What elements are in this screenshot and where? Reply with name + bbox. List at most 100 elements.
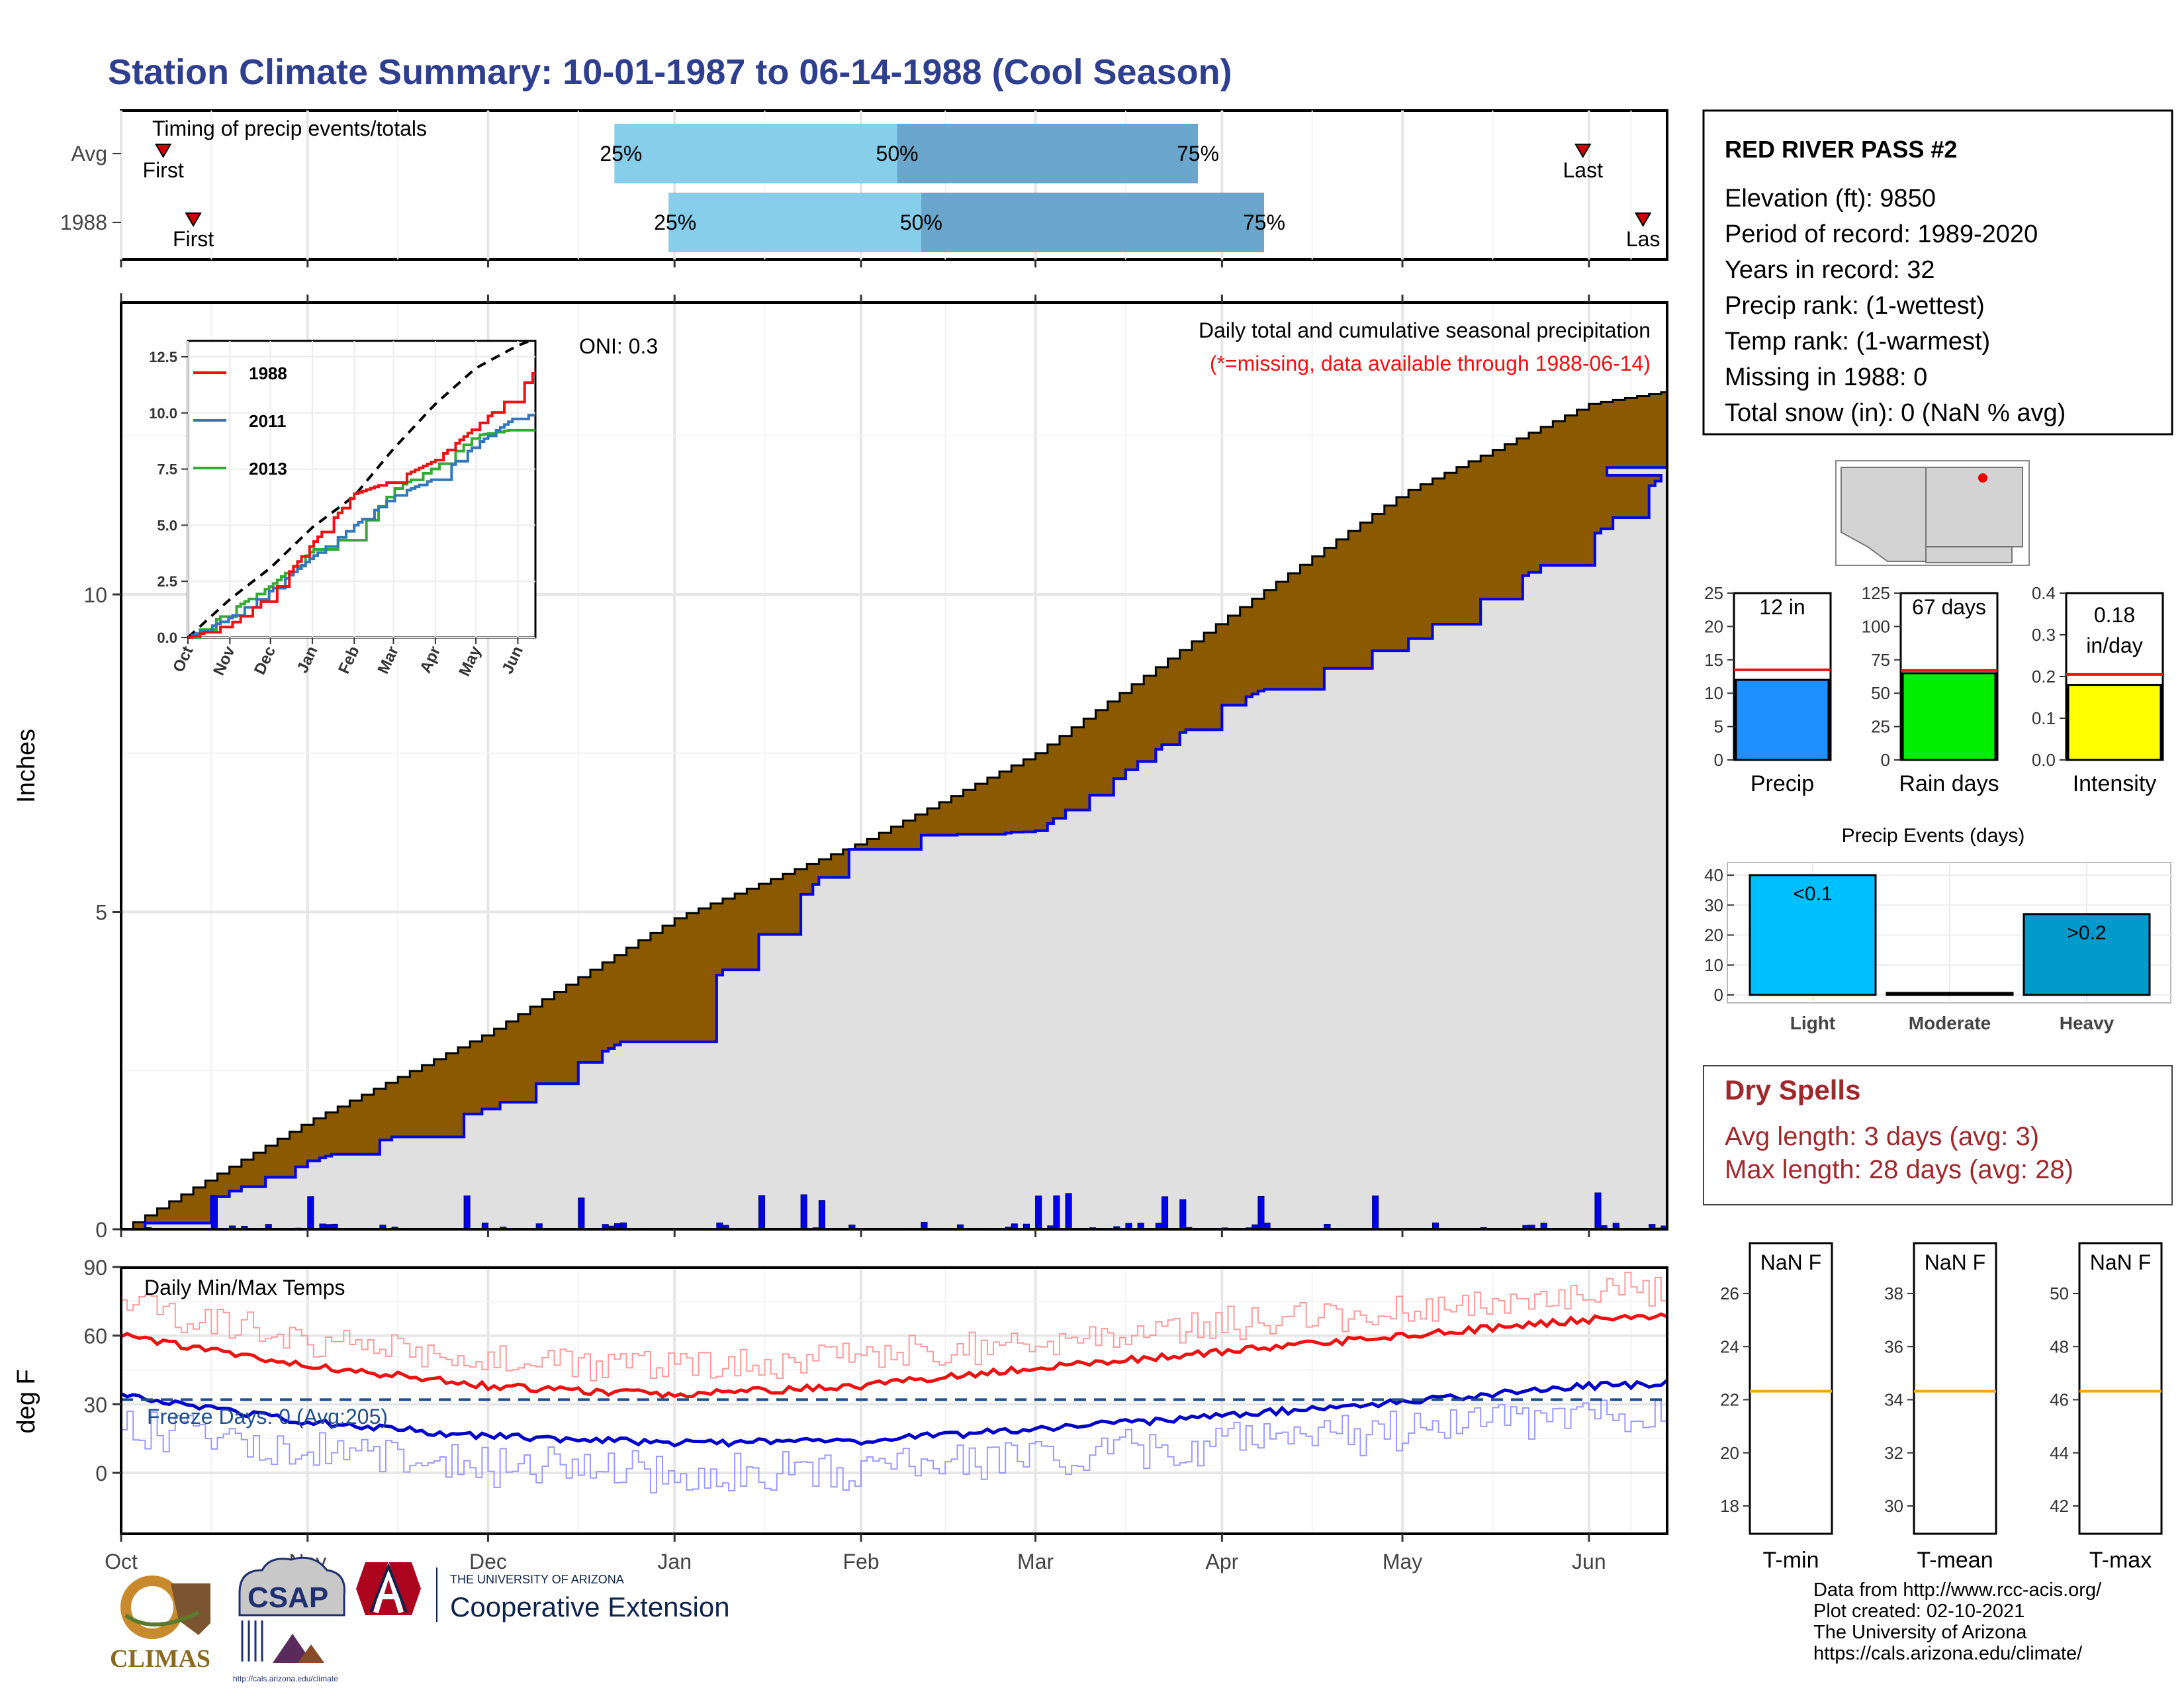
mini-bar-value-unit: in/day bbox=[2086, 633, 2142, 657]
mini-bar-y-tick: 0.0 bbox=[2032, 750, 2056, 770]
temp-y-tick-label: 30 bbox=[83, 1393, 107, 1417]
locator-map bbox=[1835, 460, 2030, 566]
inset-y-tick-label: 10.0 bbox=[149, 405, 177, 422]
mini-bar-y-tick: 125 bbox=[1862, 583, 1890, 603]
temp-box-y-tick: 36 bbox=[1884, 1336, 1903, 1356]
dry-spells-avg: Avg length: 3 days (avg: 3) bbox=[1725, 1122, 2039, 1151]
timing-q25-label: 25% bbox=[654, 211, 696, 234]
station-period: Period of record: 1989-2020 bbox=[1725, 220, 2038, 248]
precip-event-bar bbox=[2023, 913, 2151, 996]
timing-panel: Timing of precip events/totals Avg 1988 … bbox=[60, 109, 1668, 267]
temp-box-label: T-mean bbox=[1917, 1548, 1993, 1573]
legend-2013: 2013 bbox=[249, 459, 287, 479]
station-years: Years in record: 32 bbox=[1725, 256, 1935, 284]
timing-q2-bar bbox=[897, 124, 1199, 183]
temperature-summary-boxes: NaN F 18 20 22 24 26 T-min NaN F 30 32 34 36 38 T-mea… bbox=[1720, 1242, 2163, 1573]
temp-y-tick-label: 60 bbox=[83, 1325, 107, 1348]
first-label: First bbox=[173, 227, 214, 251]
timing-q50-label: 50% bbox=[900, 211, 942, 234]
events-y-tick: 10 bbox=[1704, 955, 1723, 975]
temp-box-y-tick: 24 bbox=[1720, 1336, 1739, 1356]
temp-box-t-max: NaN F 42 44 46 48 50 T-max bbox=[2050, 1242, 2163, 1573]
events-y-tick: 30 bbox=[1704, 895, 1723, 915]
mini-bar-y-tick: 20 bbox=[1704, 616, 1723, 636]
timing-q75-label: 75% bbox=[1243, 211, 1285, 234]
mini-bar-y-tick: 5 bbox=[1714, 717, 1723, 737]
month-tick-label: Jun bbox=[1572, 1550, 1606, 1573]
precip-event-bar bbox=[1886, 992, 2014, 996]
footer-university: The University of Arizona bbox=[1813, 1622, 2027, 1643]
climas-logo-text: CLIMAS bbox=[110, 1645, 210, 1673]
first-label: First bbox=[143, 158, 184, 182]
daily-precip-bar bbox=[1372, 1196, 1379, 1230]
avg-min-temp-line bbox=[120, 1379, 1668, 1448]
inset-average-line bbox=[187, 338, 535, 639]
footer-url: https://cals.arizona.edu/climate/ bbox=[1813, 1643, 2083, 1664]
temp-y-tick-label: 90 bbox=[83, 1256, 107, 1280]
temp-box-y-tick: 22 bbox=[1720, 1390, 1739, 1410]
csap-url: http://cals.arizona.edu/climate bbox=[233, 1674, 338, 1683]
footer-data-source: Data from http://www.rcc-acis.org/ bbox=[1813, 1579, 2102, 1601]
station-missing: Missing in 1988: 0 bbox=[1725, 363, 1927, 391]
inset-line-2013 bbox=[188, 428, 535, 639]
mini-bar-y-tick: 10 bbox=[1704, 683, 1723, 703]
daily-precip-bar bbox=[758, 1195, 766, 1230]
daily-precip-bar bbox=[1594, 1192, 1602, 1230]
events-y-tick: 20 bbox=[1704, 925, 1723, 945]
timing-q1-bar bbox=[668, 193, 921, 252]
daily-precip-bar bbox=[1053, 1195, 1060, 1230]
daily-precip-bar bbox=[1161, 1196, 1169, 1230]
month-tick-label: Dec bbox=[469, 1550, 507, 1573]
month-tick-label: Mar bbox=[1017, 1550, 1054, 1573]
timing-q50-label: 50% bbox=[876, 142, 919, 165]
temp-box-label: T-max bbox=[2089, 1548, 2152, 1573]
precip-events-chart: Precip Events (days) 0 10 20 30 40 <0.1 Light M… bbox=[1704, 825, 2171, 1033]
temp-box-t-mean: NaN F 30 32 34 36 38 T-mean bbox=[1884, 1242, 1997, 1573]
legend-2011: 2011 bbox=[249, 411, 286, 431]
last-marker-icon bbox=[1574, 144, 1592, 158]
daily-precip-bar bbox=[307, 1196, 314, 1230]
main-y-tick-label: 10 bbox=[83, 583, 107, 607]
temp-box-y-tick: 18 bbox=[1720, 1496, 1739, 1516]
daily-precip-bar bbox=[800, 1194, 807, 1230]
daily-max-temp-line bbox=[121, 1272, 1668, 1382]
temp-box-t-min: NaN F 18 20 22 24 26 T-min bbox=[1720, 1242, 1833, 1573]
dry-spells-box: Dry Spells Avg length: 3 days (avg: 3) M… bbox=[1703, 1065, 2173, 1205]
csap-logo-text: CSAP bbox=[248, 1581, 328, 1614]
main-chart-label: Daily total and cumulative seasonal prec… bbox=[1199, 318, 1651, 342]
temp-box-y-tick: 26 bbox=[1720, 1284, 1739, 1303]
precip-event-category: Moderate bbox=[1909, 1013, 1991, 1033]
station-location-marker bbox=[1978, 473, 1987, 483]
month-tick-label: Oct bbox=[105, 1550, 138, 1573]
inset-y-tick-label: 5.0 bbox=[157, 517, 177, 534]
mini-bar-y-tick: 75 bbox=[1871, 650, 1890, 670]
daily-precip-bar bbox=[210, 1195, 218, 1230]
timing-title: Timing of precip events/totals bbox=[152, 117, 427, 140]
mini-bar-label: Precip bbox=[1751, 771, 1814, 796]
mini-bar-y-tick: 100 bbox=[1862, 616, 1890, 636]
precip-event-category: Light bbox=[1790, 1013, 1835, 1033]
ua-logo-line1: THE UNIVERSITY OF ARIZONA bbox=[450, 1573, 624, 1586]
daily-precip-bar bbox=[463, 1196, 471, 1230]
inset-line-1988 bbox=[188, 372, 535, 639]
month-tick-label: Feb bbox=[842, 1550, 879, 1573]
mini-bar-y-tick: 0.3 bbox=[2032, 625, 2056, 645]
freeze-days-label: Freeze Days: 0 (Avg:205) bbox=[147, 1405, 388, 1429]
mini-bar-label: Intensity bbox=[2073, 771, 2157, 796]
mini-bar-y-tick: 25 bbox=[1871, 717, 1890, 737]
mini-bar-y-tick: 0 bbox=[1714, 750, 1723, 770]
month-tick-label: May bbox=[1383, 1550, 1422, 1573]
temp-box-y-tick: 44 bbox=[2050, 1443, 2069, 1463]
temperature-panel: Daily Min/Max Temps Freeze Days: 0 (Avg:… bbox=[13, 1256, 1668, 1573]
dry-spells-title: Dry Spells bbox=[1725, 1074, 1860, 1105]
temp-box-y-tick: 30 bbox=[1884, 1496, 1903, 1516]
events-y-tick: 0 bbox=[1714, 985, 1723, 1005]
temp-box-y-tick: 50 bbox=[2050, 1284, 2069, 1303]
temp-box-y-tick: 46 bbox=[2050, 1390, 2069, 1410]
csap-logo: CSAP http://cals.arizona.edu/climate bbox=[233, 1556, 345, 1683]
daily-precip-bar bbox=[1257, 1196, 1265, 1230]
precip-events-title: Precip Events (days) bbox=[1842, 825, 2025, 847]
temp-box-value: NaN F bbox=[1760, 1250, 1821, 1274]
oni-label: ONI: 0.3 bbox=[579, 334, 658, 358]
temp-box-value: NaN F bbox=[2090, 1250, 2151, 1274]
